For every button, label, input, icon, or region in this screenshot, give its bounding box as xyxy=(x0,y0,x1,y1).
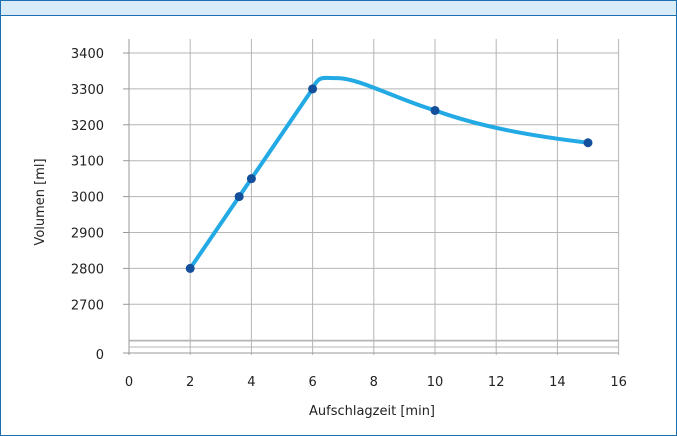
series-line xyxy=(188,75,590,271)
x-tick-label: 4 xyxy=(247,375,255,390)
data-point xyxy=(234,192,244,202)
data-point xyxy=(430,105,440,115)
y-tick-label: 3000 xyxy=(71,191,104,206)
data-points xyxy=(185,84,593,273)
y-tick-label: 3400 xyxy=(71,47,104,62)
y-tick-label: 2900 xyxy=(71,227,104,242)
x-tick-label: 8 xyxy=(370,375,378,390)
series-lines xyxy=(188,75,590,271)
y-tick-label: 2700 xyxy=(71,298,104,313)
x-tick-label: 12 xyxy=(488,375,505,390)
tick-labels: 0 2 4 6 8 10 12 14 16 2700 2800 2900 3000 3100 3200 330… xyxy=(71,47,627,390)
chart-header-bar xyxy=(1,1,676,16)
x-tick-label: 14 xyxy=(549,375,566,390)
y-tick-label: 3100 xyxy=(71,155,104,170)
data-point xyxy=(583,138,593,148)
x-tick-label: 6 xyxy=(308,375,316,390)
data-point xyxy=(185,263,195,273)
y-tick-label: 2800 xyxy=(71,262,104,277)
data-point xyxy=(246,174,256,184)
data-point xyxy=(308,84,318,94)
y-tick-label-zero: 0 xyxy=(96,348,104,363)
x-tick-label: 0 xyxy=(125,375,133,390)
y-tick-label: 3200 xyxy=(71,119,104,134)
y-axis-title: Volumen [ml] xyxy=(33,158,48,245)
x-tick-label: 10 xyxy=(427,375,444,390)
y-tick-label: 3300 xyxy=(71,83,104,98)
x-tick-label: 16 xyxy=(610,375,627,390)
x-axis-title: Aufschlagzeit [min] xyxy=(309,404,435,419)
x-tick-label: 2 xyxy=(186,375,194,390)
